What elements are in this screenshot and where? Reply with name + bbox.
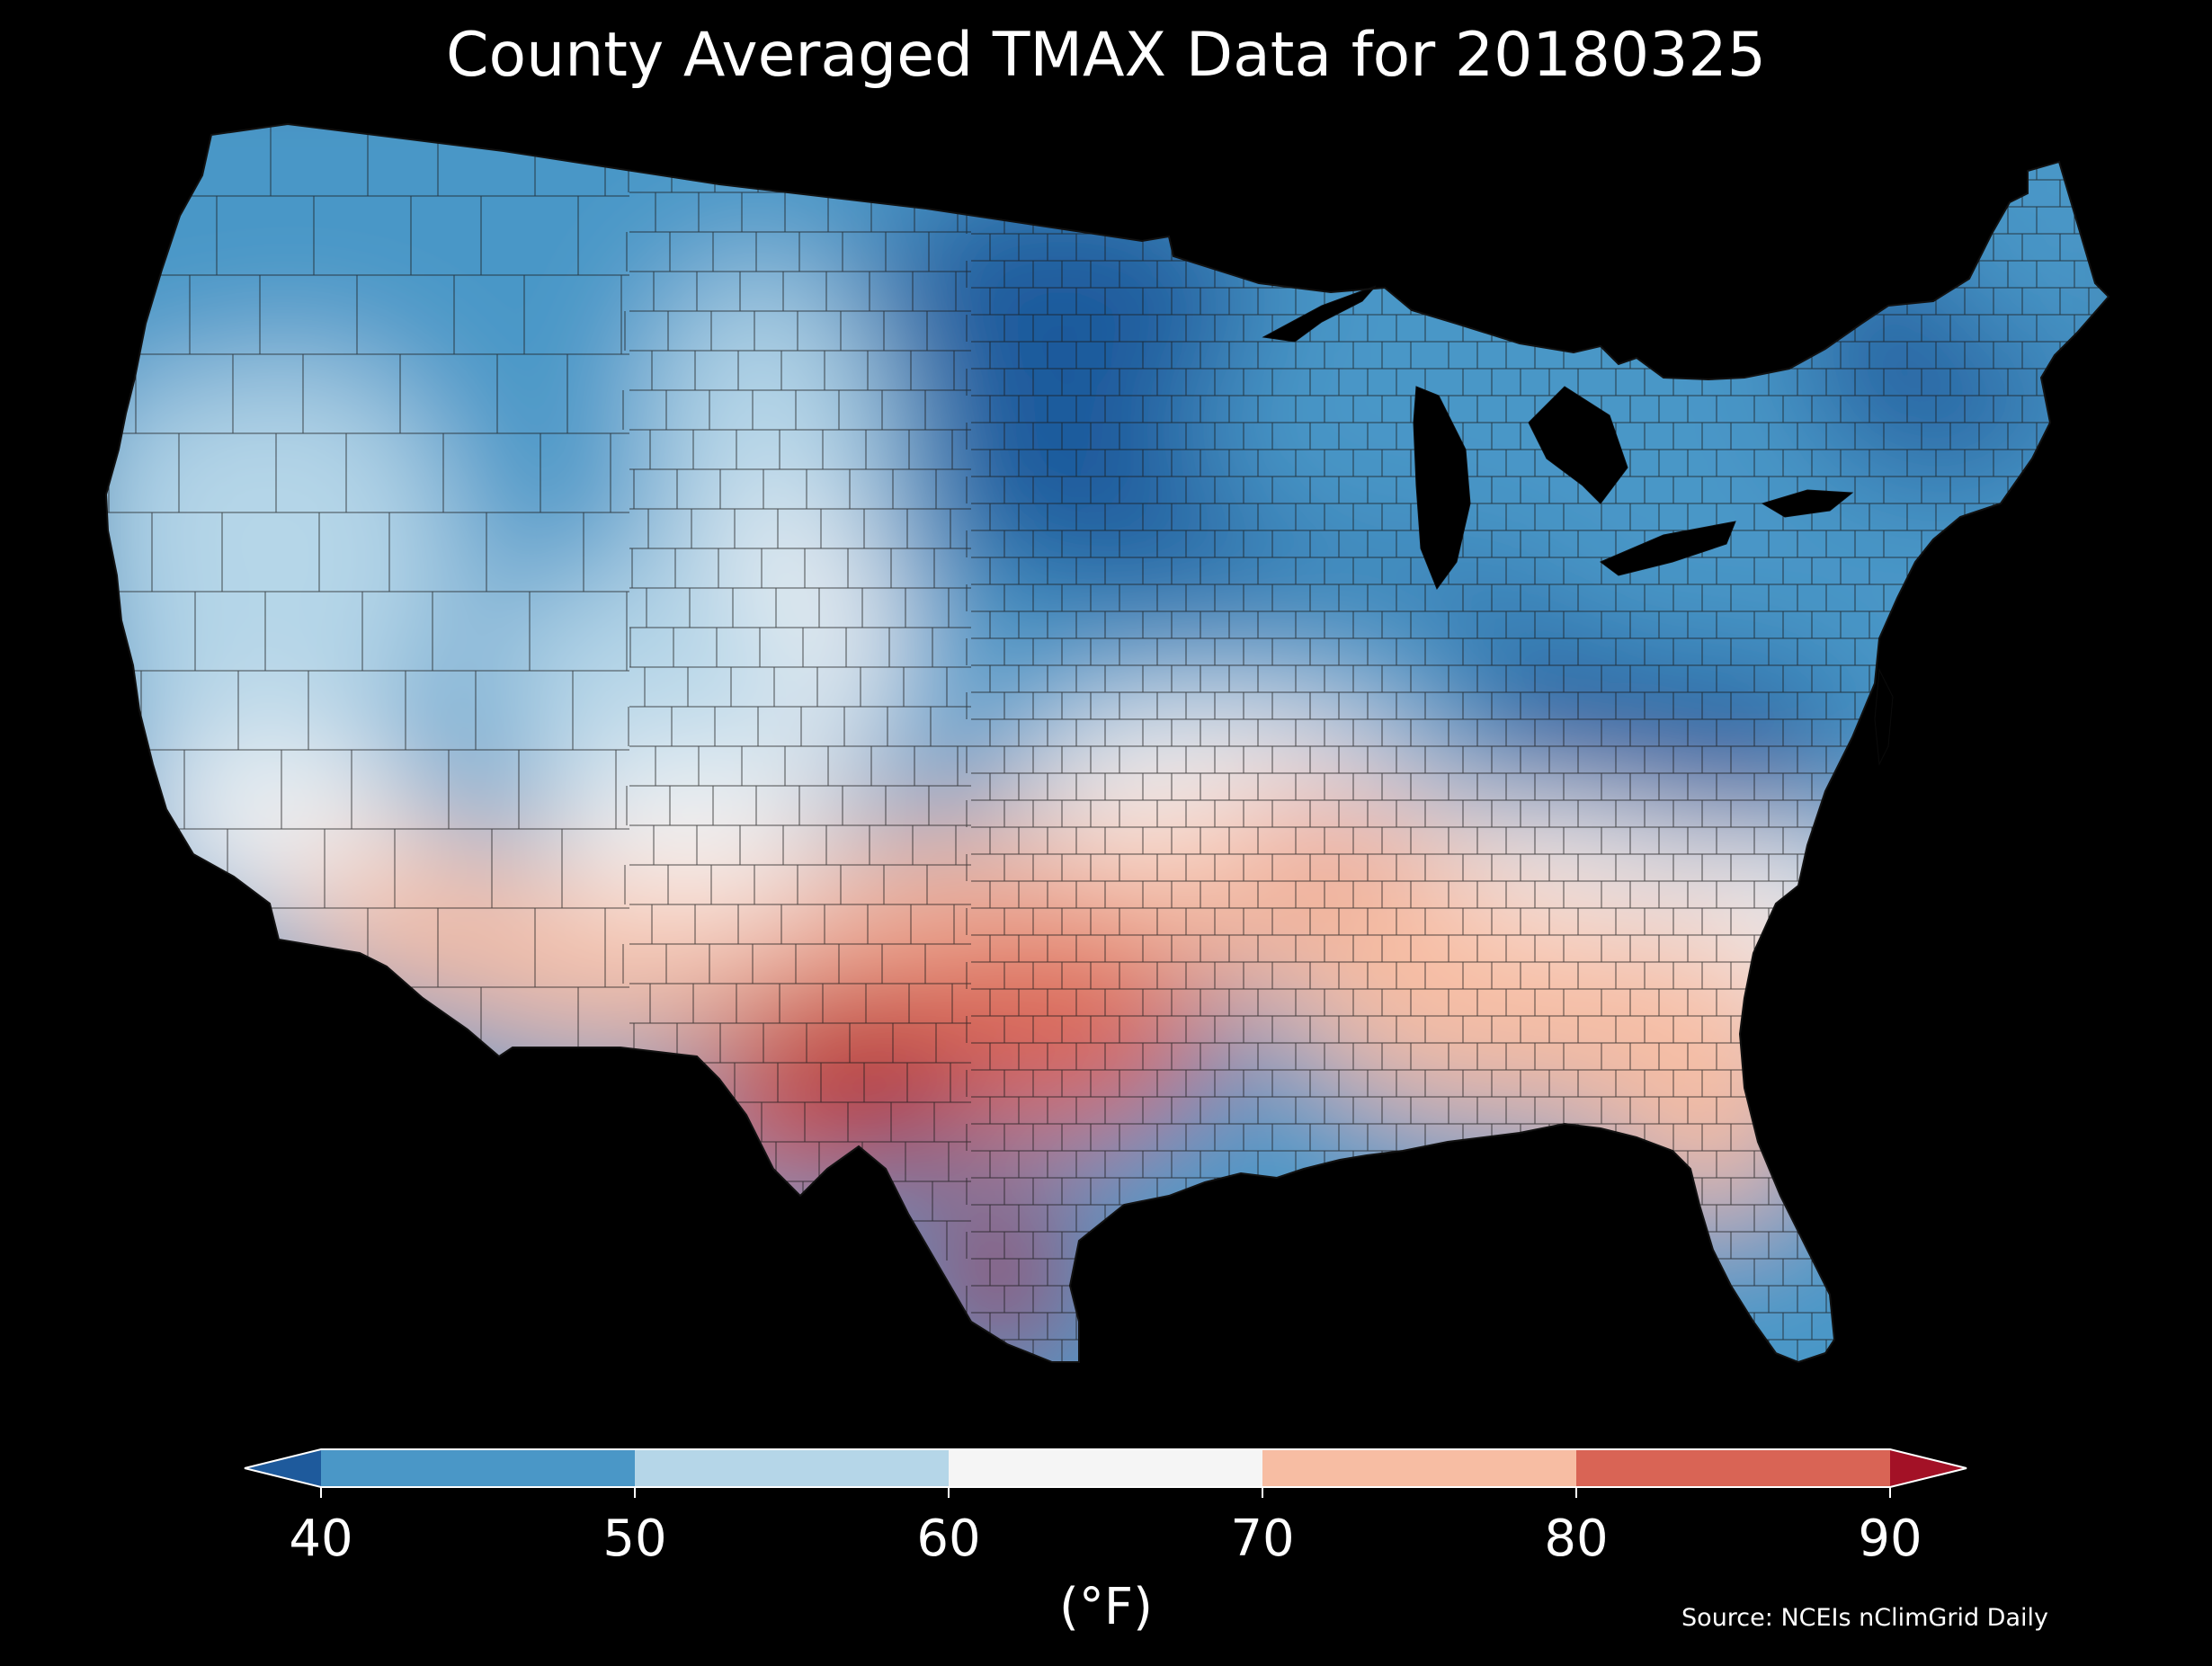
colorbar-segment <box>949 1449 1262 1487</box>
colorbar-segment <box>321 1449 635 1487</box>
colorbar-over-arrow <box>1890 1449 1967 1487</box>
colorbar-tick-label: 70 <box>1230 1510 1295 1568</box>
colorbar-tick-label: 40 <box>289 1510 353 1568</box>
map-title: County Averaged TMAX Data for 20180325 <box>446 20 1766 91</box>
colorbar-tick-label: 60 <box>916 1510 981 1568</box>
great-lakes <box>1262 285 1894 766</box>
colorbar <box>244 1448 1967 1498</box>
colorbar-segment <box>1576 1449 1890 1487</box>
colorbar-under-arrow <box>245 1449 321 1487</box>
colorbar-segment <box>635 1449 949 1487</box>
colorbar-tick-label: 80 <box>1544 1510 1609 1568</box>
source-note: Source: NCEIs nClimGrid Daily <box>1681 1604 2048 1632</box>
colorbar-unit-label: (°F) <box>1059 1578 1153 1636</box>
colorbar-segment <box>1262 1449 1576 1487</box>
colorbar-tick-label: 50 <box>602 1510 667 1568</box>
colorbar-tick-label: 90 <box>1858 1510 1922 1568</box>
